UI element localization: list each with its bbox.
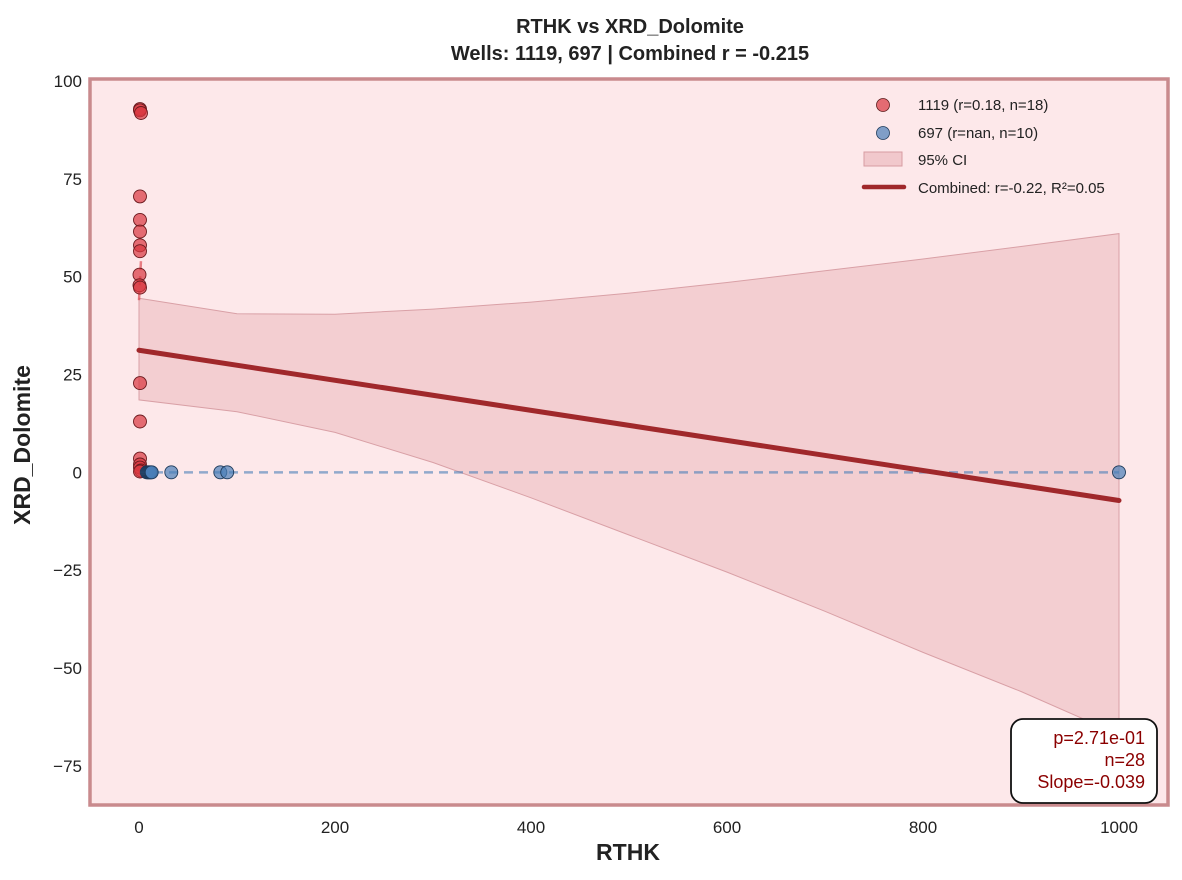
- point-1119-7: [133, 244, 147, 259]
- x-tick-label-200: 200: [321, 818, 349, 837]
- point-1119-2: [134, 106, 148, 120]
- point-1119-5: [133, 224, 147, 239]
- y-tick-label-75: 75: [63, 170, 82, 189]
- stats-box-frame: [1010, 718, 1158, 804]
- y-tick-label-100: 100: [54, 72, 82, 91]
- legend-marker-1119: [876, 98, 890, 112]
- point-1119-11: [133, 376, 147, 391]
- x-tick-label-600: 600: [713, 818, 741, 837]
- y-tick-label--75: −75: [53, 757, 82, 776]
- axis-layer: 0 200 400 600 800 1000 −75 −50 −25 0 25 50 75 100: [53, 72, 1138, 837]
- chart-title: RTHK vs XRD_Dolomite: [516, 16, 744, 38]
- x-axis-label: RTHK: [596, 839, 660, 865]
- legend-label-1119: 1119 (r=0.18, n=18): [918, 97, 1048, 114]
- stats-p-value: p=2.71e-01: [1053, 728, 1145, 748]
- legend-label-ci: 95% CI: [918, 152, 967, 169]
- x-tick-label-400: 400: [517, 818, 545, 837]
- y-tick-label--25: −25: [53, 561, 82, 580]
- legend-marker-697: [876, 126, 890, 140]
- plot-frame: [88, 77, 1170, 807]
- point-1119-12: [133, 414, 147, 429]
- y-axis-label: XRD_Dolomite: [9, 365, 35, 525]
- legend-label-combined: Combined: r=-0.22, R²=0.05: [918, 180, 1105, 197]
- point-1119-3: [133, 189, 147, 204]
- x-tick-label-800: 800: [909, 818, 937, 837]
- point-697-5: [144, 465, 159, 480]
- x-tick-label-1000: 1000: [1100, 818, 1138, 837]
- data-points-layer: [132, 102, 1126, 480]
- point-697-6: [164, 465, 179, 480]
- legend-label-697: 697 (r=nan, n=10): [918, 125, 1038, 142]
- stats-slope: Slope=-0.039: [1037, 772, 1145, 792]
- y-tick-label-0: 0: [73, 463, 82, 482]
- y-tick-label-25: 25: [63, 365, 82, 384]
- stats-n: n=28: [1104, 750, 1145, 770]
- legend-marker-ci: [863, 151, 903, 167]
- point-1119-4: [133, 212, 147, 227]
- point-697-8: [220, 465, 235, 480]
- y-tick-label-50: 50: [63, 268, 82, 287]
- stats-box: p=2.71e-01 n=28 Slope=-0.039: [1010, 718, 1158, 804]
- point-1119-10: [133, 280, 147, 295]
- x-tick-label-0: 0: [134, 818, 143, 837]
- legend: 1119 (r=0.18, n=18) 697 (r=nan, n=10) 95…: [861, 97, 1105, 197]
- chart-subtitle: Wells: 1119, 697 | Combined r = -0.215: [451, 43, 809, 65]
- combined-fit-line: [136, 347, 1122, 504]
- point-697-9: [1112, 465, 1126, 480]
- y-tick-label--50: −50: [53, 659, 82, 678]
